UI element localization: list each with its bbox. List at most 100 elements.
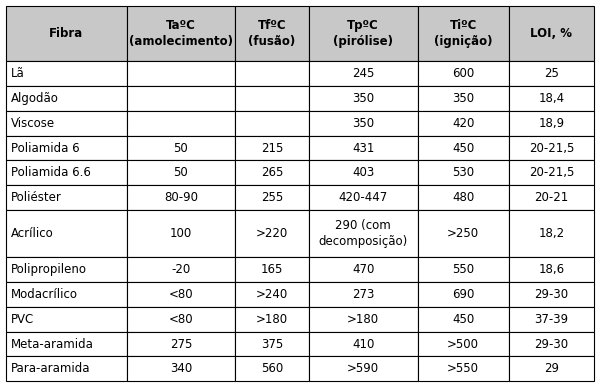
Text: 265: 265	[261, 166, 283, 179]
Text: -20: -20	[172, 263, 191, 276]
Bar	[309, 331, 418, 357]
Text: <80: <80	[169, 288, 193, 301]
Bar	[235, 161, 309, 185]
Text: 290 (com
decomposição): 290 (com decomposição)	[319, 219, 408, 248]
Bar	[6, 136, 127, 161]
Text: 29-30: 29-30	[535, 338, 568, 350]
Text: 420: 420	[452, 117, 475, 130]
Bar	[418, 331, 509, 357]
Text: Acrílico: Acrílico	[11, 227, 53, 240]
Bar	[509, 62, 594, 86]
Bar	[418, 161, 509, 185]
Bar	[418, 210, 509, 258]
Bar	[6, 185, 127, 210]
Bar	[127, 161, 235, 185]
Text: >590: >590	[347, 362, 379, 375]
Text: 375: 375	[261, 338, 283, 350]
Text: TpºC
(pirólise): TpºC (pirólise)	[333, 19, 393, 48]
Text: 29-30: 29-30	[535, 288, 568, 301]
Bar	[309, 111, 418, 136]
Text: 29: 29	[544, 362, 559, 375]
Text: 410: 410	[352, 338, 374, 350]
Text: >240: >240	[256, 288, 288, 301]
Bar	[418, 307, 509, 331]
Text: >180: >180	[256, 313, 288, 326]
Bar	[127, 6, 235, 62]
Bar	[127, 210, 235, 258]
Text: 350: 350	[352, 117, 374, 130]
Bar	[418, 86, 509, 111]
Text: 403: 403	[352, 166, 374, 179]
Bar	[309, 62, 418, 86]
Text: 245: 245	[352, 67, 374, 80]
Bar	[127, 111, 235, 136]
Text: 25: 25	[544, 67, 559, 80]
Bar	[127, 258, 235, 282]
Text: 165: 165	[261, 263, 283, 276]
Text: 470: 470	[352, 263, 374, 276]
Bar	[127, 86, 235, 111]
Bar	[509, 86, 594, 111]
Bar	[309, 86, 418, 111]
Text: 20-21: 20-21	[534, 191, 568, 204]
Bar	[6, 6, 127, 62]
Bar	[418, 62, 509, 86]
Text: 431: 431	[352, 142, 374, 155]
Bar	[509, 185, 594, 210]
Bar	[418, 258, 509, 282]
Text: 450: 450	[452, 313, 474, 326]
Text: 340: 340	[170, 362, 192, 375]
Bar	[235, 357, 309, 381]
Bar	[235, 185, 309, 210]
Bar	[418, 111, 509, 136]
Text: 550: 550	[452, 263, 474, 276]
Bar	[418, 185, 509, 210]
Bar	[509, 357, 594, 381]
Bar	[309, 282, 418, 307]
Bar	[235, 307, 309, 331]
Bar	[6, 331, 127, 357]
Text: Para-aramida: Para-aramida	[11, 362, 90, 375]
Bar	[309, 6, 418, 62]
Text: 560: 560	[261, 362, 283, 375]
Bar	[6, 307, 127, 331]
Bar	[6, 357, 127, 381]
Bar	[309, 258, 418, 282]
Bar	[6, 210, 127, 258]
Bar	[235, 282, 309, 307]
Bar	[235, 86, 309, 111]
Text: Poliéster: Poliéster	[11, 191, 62, 204]
Bar	[309, 136, 418, 161]
Text: 80-90: 80-90	[164, 191, 198, 204]
Text: Algodão: Algodão	[11, 92, 59, 105]
Text: TiºC
(ignição): TiºC (ignição)	[434, 19, 493, 48]
Bar	[6, 86, 127, 111]
Bar	[235, 258, 309, 282]
Text: TfºC
(fusão): TfºC (fusão)	[248, 19, 296, 48]
Bar	[509, 282, 594, 307]
Text: >220: >220	[256, 227, 288, 240]
Bar	[127, 307, 235, 331]
Bar	[127, 357, 235, 381]
Text: TaºC
(amolecimento): TaºC (amolecimento)	[129, 19, 233, 48]
Text: Fibra: Fibra	[49, 27, 83, 40]
Bar	[235, 331, 309, 357]
Text: 50: 50	[173, 142, 188, 155]
Text: >550: >550	[447, 362, 479, 375]
Text: 20-21,5: 20-21,5	[529, 142, 574, 155]
Text: 273: 273	[352, 288, 374, 301]
Bar	[127, 185, 235, 210]
Text: 600: 600	[452, 67, 474, 80]
Bar	[509, 258, 594, 282]
Bar	[418, 357, 509, 381]
Bar	[509, 331, 594, 357]
Bar	[509, 210, 594, 258]
Bar	[6, 258, 127, 282]
Bar	[418, 6, 509, 62]
Bar	[309, 307, 418, 331]
Text: 100: 100	[170, 227, 192, 240]
Text: 480: 480	[452, 191, 474, 204]
Bar	[6, 111, 127, 136]
Text: Modacrílico: Modacrílico	[11, 288, 78, 301]
Bar	[509, 6, 594, 62]
